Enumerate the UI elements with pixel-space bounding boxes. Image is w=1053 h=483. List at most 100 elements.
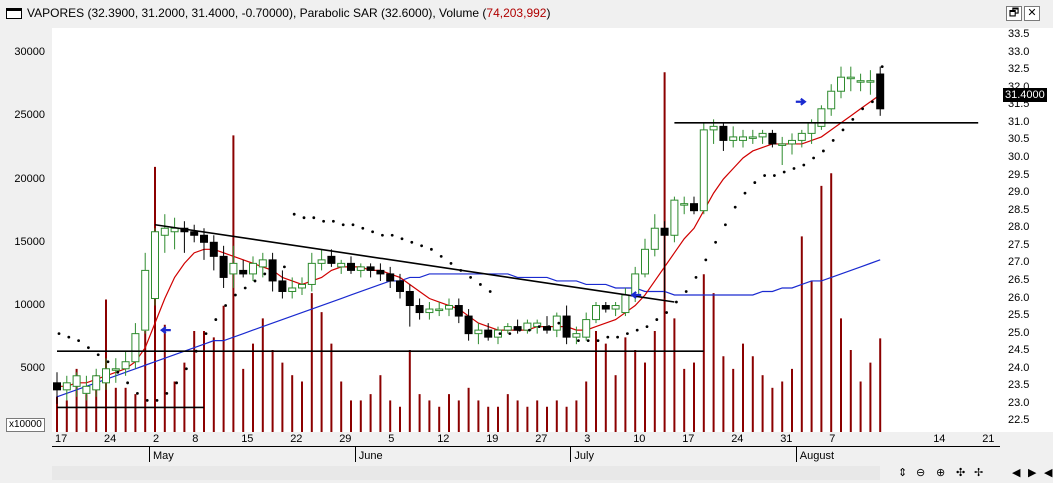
candle-body (151, 231, 159, 300)
sar-dot (106, 360, 110, 364)
slow-moving-average-line (56, 259, 881, 398)
sar-dot (87, 346, 90, 350)
time-axis-tick: 5 (388, 433, 395, 445)
price-axis-label: 24.5 (1008, 344, 1030, 357)
sar-dot (96, 353, 100, 357)
candle-body (200, 234, 208, 243)
price-axis-label: 33.5 (1008, 28, 1030, 41)
candle-body (131, 333, 140, 363)
candle-body (846, 76, 855, 80)
zoom-out-icon[interactable]: ⊖ (916, 467, 926, 479)
sar-dot (665, 311, 668, 314)
time-axis-tick: 29 (339, 433, 352, 445)
sar-dot (273, 269, 276, 272)
sar-dot (479, 283, 482, 286)
candle-body (621, 294, 630, 314)
candle-body (454, 305, 463, 317)
sar-dot (341, 223, 345, 227)
sar-dot (635, 328, 639, 332)
sar-dot (684, 290, 688, 293)
sar-dot (371, 230, 374, 234)
sar-dot (204, 332, 208, 336)
sar-dot (57, 332, 61, 336)
price-axis-label: 22.5 (1008, 414, 1030, 427)
price-axis-label: 28.0 (1008, 221, 1030, 234)
sar-dot (724, 223, 727, 227)
sar-dot (880, 89, 884, 93)
chart-plot-area[interactable] (52, 28, 1000, 432)
vertical-zoom-icon[interactable]: ⇕ (898, 467, 908, 479)
sar-dot (498, 332, 502, 336)
candle-body (680, 203, 689, 206)
time-axis-tick: 15 (241, 433, 254, 445)
pan-icon[interactable]: ✣ (956, 467, 966, 479)
candle-body (72, 375, 81, 387)
volume-axis-label: 15000 (14, 235, 45, 248)
candle-body (572, 333, 581, 338)
sar-dot (763, 174, 766, 177)
sar-dot (420, 244, 423, 248)
candle-body (690, 203, 698, 212)
window-title: VAPORES (32.3900, 31.2000, 31.4000, -0.7… (27, 6, 550, 20)
sar-dot (77, 339, 80, 343)
candle-body (807, 122, 816, 134)
close-window-button[interactable]: ✕ (1024, 6, 1040, 21)
candle-body (239, 269, 248, 275)
candle-body (758, 132, 767, 138)
candle-body (592, 305, 600, 321)
sar-dot (449, 261, 453, 265)
sar-dot (469, 276, 472, 279)
candle-body (102, 368, 110, 384)
sar-dot (312, 216, 316, 220)
candle-body (249, 262, 257, 275)
candle-body (778, 143, 787, 146)
sar-dot (410, 240, 414, 244)
price-axis-label: 32.5 (1008, 63, 1030, 76)
candle-body (317, 259, 326, 264)
sar-dot (165, 391, 169, 395)
sar-dot (224, 304, 228, 307)
window-titlebar: VAPORES (32.3900, 31.2000, 31.4000, -0.7… (0, 0, 1053, 27)
restore-window-button[interactable]: 🗗 (1006, 6, 1022, 21)
sar-dot (351, 223, 355, 227)
sar-dot (185, 367, 188, 371)
candle-body (543, 326, 551, 331)
candle-body (856, 80, 865, 83)
sar-dot (704, 258, 708, 262)
sar-dot (537, 325, 541, 329)
time-axis-tick: 17 (682, 433, 695, 445)
candle-body (327, 255, 336, 264)
candle-body (425, 308, 434, 314)
scroll-right-icon[interactable]: ▶ (1028, 467, 1037, 479)
sar-dot (283, 265, 286, 269)
sar-dot (831, 139, 835, 142)
time-axis-tick: 31 (780, 433, 793, 445)
sar-dot (508, 332, 512, 336)
last-price-marker: 31.4000 (1003, 88, 1047, 102)
month-separator (795, 446, 797, 462)
horizontal-scrollbar[interactable] (52, 466, 880, 480)
candle-body (552, 315, 561, 331)
sar-dot (655, 318, 659, 321)
candle-body (386, 273, 395, 282)
price-axis-label: 33.0 (1008, 45, 1030, 58)
candle-body (817, 108, 826, 127)
candle-body (337, 262, 346, 268)
time-axis[interactable]: 17 24 2 8 15 22 29 5 12 19 27 3 10 17 24 31 7 14 21 May June… (52, 432, 1000, 466)
scroll-left-icon[interactable]: ◀ (1012, 467, 1021, 479)
zoom-in-icon[interactable]: ⊕ (936, 467, 946, 479)
sar-dot (596, 339, 600, 343)
month-separator (354, 446, 356, 462)
move-icon[interactable]: ✢ (974, 467, 984, 479)
candle-body (111, 368, 120, 371)
scroll-start-icon[interactable]: ◀ (1044, 467, 1053, 479)
sar-dot (332, 219, 335, 223)
candle-body (729, 136, 738, 141)
volume-axis-label: 25000 (14, 109, 45, 122)
price-volume-chart (53, 65, 979, 432)
price-axis-label: 26.5 (1008, 273, 1030, 286)
trend-line (154, 223, 675, 303)
candle-body (719, 125, 728, 141)
sar-dot (292, 212, 296, 216)
sar-dot (488, 290, 492, 293)
